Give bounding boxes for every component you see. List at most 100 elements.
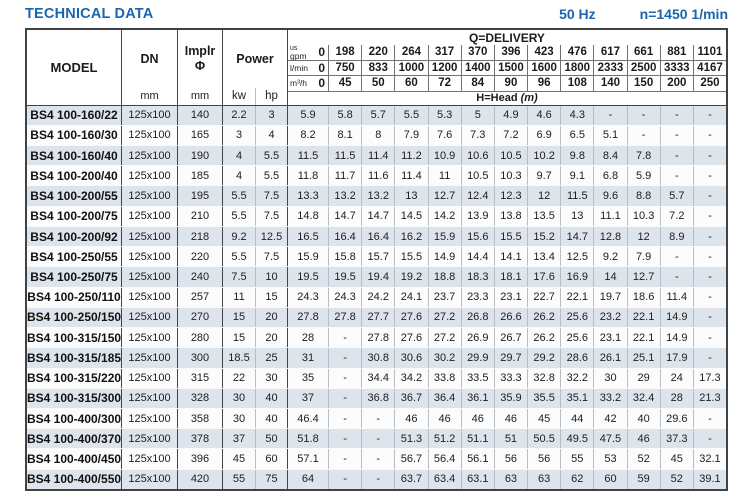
head-value-cell: 35.9 [495, 388, 529, 409]
row-power-kw: 22 [223, 368, 256, 388]
head-value-cell: - [661, 247, 694, 267]
flow-value-cell: 317 [429, 45, 462, 60]
table-row: BS4 100-400/370 125x100 378 37 50 51.8- -51.3 5… [27, 428, 726, 449]
head-value-cell: 12.7 [429, 186, 462, 206]
flow-value-cell: 96 [528, 76, 562, 91]
head-value-cell: - [329, 328, 363, 348]
head-value-cell: 11.4 [395, 166, 429, 186]
head-value-cell: 14.2 [429, 206, 462, 226]
impeller-column-header: Implr Φ mm [178, 30, 223, 105]
delivery-unit-row: l/min 0 750 833 1000 1200 1400 1500 1600 1800 2333… [288, 59, 726, 75]
head-value-cell: 7.2 [495, 125, 529, 145]
head-value-cell: 40 [628, 409, 661, 429]
head-value-cell: 37.3 [661, 429, 694, 449]
row-power-kw: 7.5 [223, 267, 256, 287]
head-value-cell: 14 [594, 267, 628, 287]
head-value-cell: 56.7 [395, 449, 429, 469]
row-dn: 125x100 [122, 307, 178, 328]
head-value-cell: 11.6 [362, 166, 396, 186]
row-dn: 125x100 [122, 388, 178, 409]
row-model: BS4 100-160/30 [27, 125, 122, 145]
row-impeller-diameter: 270 [178, 307, 223, 328]
row-impeller-diameter: 190 [178, 145, 223, 166]
head-value-cell: 27.6 [395, 307, 429, 328]
kw-unit-label: kw [223, 87, 256, 105]
head-value-cell: 5.8 [329, 105, 363, 125]
head-value-cell: 7.2 [661, 206, 694, 226]
head-value-cell: 18.1 [495, 267, 529, 287]
head-value-cell: 10.3 [628, 206, 661, 226]
row-model: BS4 100-250/55 [27, 247, 122, 267]
head-value-cell: 33.2 [594, 388, 628, 409]
head-value-cell: - [708, 311, 712, 324]
row-dn: 125x100 [122, 429, 178, 449]
flow-value-cell: 2333 [594, 60, 628, 75]
head-value-cell: 39.1 [699, 473, 721, 486]
head-value-cell: 13.2 [362, 186, 396, 206]
flow-value-cell: 200 [661, 76, 694, 91]
head-value-cell: 5.7 [362, 105, 396, 125]
head-value-cell: 29.7 [495, 348, 529, 368]
head-value-cell: - [708, 351, 712, 364]
head-value-cell: 6.9 [528, 125, 562, 145]
head-value-cell: 19.4 [362, 267, 396, 287]
head-value-cell: 64 [288, 469, 329, 489]
head-value-cell: 30.2 [429, 348, 462, 368]
row-dn: 125x100 [122, 267, 178, 287]
head-value-cell: 13.8 [495, 206, 529, 226]
flow-value-cell: 264 [395, 45, 429, 60]
delivery-header: Q=DELIVERY us gpm 0 198 220 264 317 370 396 423 47… [288, 30, 726, 105]
head-value-cell: 46 [495, 409, 529, 429]
row-power-hp: 7.5 [256, 206, 288, 226]
head-value-cell: 19.5 [288, 267, 329, 287]
head-value-cell: 23.1 [594, 328, 628, 348]
row-power-hp: 10 [256, 267, 288, 287]
head-value-cell: 4.9 [495, 105, 529, 125]
row-impeller-diameter: 300 [178, 348, 223, 368]
head-value-cell: - [661, 166, 694, 186]
head-value-cell: 13.4 [528, 247, 562, 267]
head-value-cell: 16.9 [561, 267, 595, 287]
head-value-cell: 56 [495, 449, 529, 469]
head-value-cell: - [708, 270, 712, 283]
head-value-cell: 10.5 [462, 166, 495, 186]
table-row: BS4 100-400/550 125x100 420 55 75 64- -63.7 63.… [27, 468, 726, 489]
head-label: H=Head [476, 92, 518, 104]
head-value-cell: 35.1 [561, 388, 595, 409]
table-row: BS4 100-200/55 125x100 195 5.5 7.5 13.3 13.2 13… [27, 185, 726, 206]
head-value-cell: 29.9 [462, 348, 495, 368]
head-value-cell: 18.3 [462, 267, 495, 287]
head-unit-label: (m) [520, 92, 538, 104]
row-dn: 125x100 [122, 348, 178, 368]
head-value-cell: 30 [594, 368, 628, 388]
row-power-kw: 5.5 [223, 247, 256, 267]
row-power-kw: 15 [223, 328, 256, 348]
flow-value-cell: 2500 [628, 60, 661, 75]
row-model: BS4 100-200/40 [27, 166, 122, 186]
head-value-cell: 63 [528, 469, 562, 489]
head-value-cell: 10.9 [429, 145, 462, 166]
head-value-cell: - [362, 469, 396, 489]
row-dn: 125x100 [122, 328, 178, 348]
head-value-cell: 55 [561, 449, 595, 469]
head-value-cell: 24.1 [395, 287, 429, 307]
row-power-kw: 3 [223, 125, 256, 145]
head-value-cell: - [628, 125, 661, 145]
flow-value-cell: 396 [495, 45, 529, 60]
row-dn: 125x100 [122, 105, 178, 125]
row-impeller-diameter: 220 [178, 247, 223, 267]
head-value-cell: 56.4 [429, 449, 462, 469]
head-value-cell: 37 [288, 388, 329, 409]
table-row: BS4 100-160/30 125x100 165 3 4 8.2 8.1 8 7.9 7.6 7… [27, 124, 726, 145]
row-impeller-diameter: 420 [178, 469, 223, 489]
head-value-cell: 25.6 [561, 307, 595, 328]
row-impeller-diameter: 185 [178, 166, 223, 186]
head-value-cell: 26.6 [495, 307, 529, 328]
head-value-cell: 8 [362, 125, 396, 145]
flow-value-cell: 220 [362, 45, 396, 60]
row-dn: 125x100 [122, 247, 178, 267]
row-power-kw: 45 [223, 449, 256, 469]
head-value-cell: 7.8 [628, 145, 661, 166]
row-power-hp: 40 [256, 388, 288, 409]
head-value-cell: - [661, 267, 694, 287]
